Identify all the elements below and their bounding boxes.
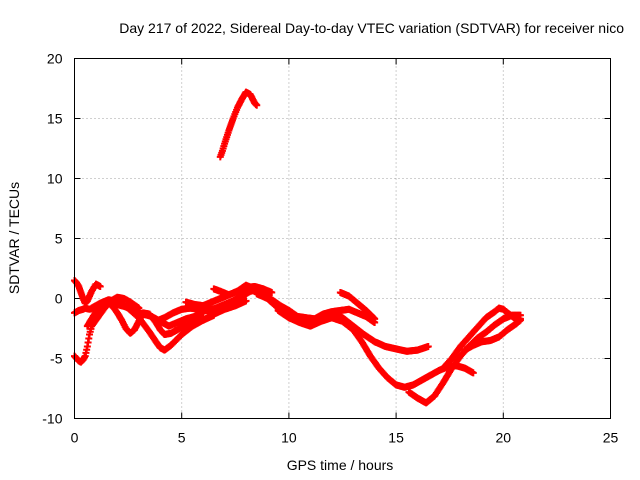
y-tick-label: 10 <box>47 171 63 187</box>
x-tick-label: 15 <box>388 430 404 446</box>
x-tick-label: 0 <box>71 430 79 446</box>
y-axis-label: SDTVAR / TECUs <box>6 182 22 294</box>
series-arc-f <box>152 285 263 325</box>
data-point <box>424 343 432 350</box>
data-series <box>71 88 524 407</box>
series-arc-e <box>88 296 250 354</box>
grid-lines <box>74 58 611 419</box>
data-point <box>371 315 379 323</box>
series-arc-n <box>461 316 524 354</box>
series-arc-l <box>405 311 524 407</box>
x-tick-label: 20 <box>496 430 512 446</box>
x-tick-labels: 0 5 10 15 20 25 <box>71 430 619 446</box>
x-tick-label: 5 <box>178 430 186 446</box>
y-tick-label: -10 <box>42 411 62 427</box>
series-arc-k <box>336 289 379 323</box>
chart-title: Day 217 of 2022, Sidereal Day-to-day VTE… <box>119 20 624 36</box>
y-tick-labels: -10 -5 0 5 10 15 20 <box>42 51 62 427</box>
plot-frame <box>74 58 611 419</box>
x-axis-label: GPS time / hours <box>287 457 394 473</box>
data-point <box>135 304 143 312</box>
data-point <box>242 297 250 305</box>
data-point <box>253 101 261 109</box>
y-tick-label: 20 <box>47 51 63 67</box>
y-tick-label: -5 <box>50 351 63 367</box>
data-point <box>516 316 524 324</box>
data-point <box>96 283 104 290</box>
series-arc-m <box>439 304 524 372</box>
x-tick-label: 25 <box>603 430 619 446</box>
y-tick-label: 5 <box>55 231 63 247</box>
x-tick-label: 10 <box>281 430 297 446</box>
data-point <box>469 369 477 377</box>
y-tick-label: 15 <box>47 111 63 127</box>
series-arc-o <box>216 88 261 161</box>
data-point <box>268 289 276 296</box>
y-tick-label: 0 <box>55 291 63 307</box>
